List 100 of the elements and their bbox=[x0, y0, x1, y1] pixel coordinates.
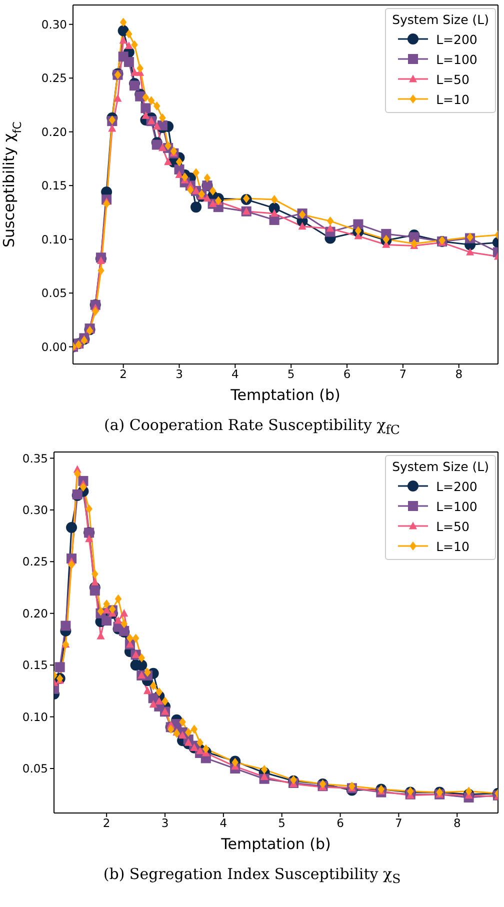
point bbox=[142, 111, 150, 119]
point bbox=[130, 80, 140, 91]
point bbox=[290, 775, 297, 784]
point bbox=[103, 600, 110, 609]
y-tick-label: 0.05 bbox=[22, 762, 48, 776]
legend-label: L=10 bbox=[436, 92, 470, 106]
point bbox=[114, 94, 122, 102]
point bbox=[260, 765, 268, 774]
point bbox=[158, 144, 166, 152]
y-tick-label: 0.30 bbox=[41, 17, 67, 32]
point bbox=[124, 56, 134, 67]
point bbox=[103, 199, 110, 208]
x-tick-label: 7 bbox=[395, 816, 402, 830]
point bbox=[184, 728, 192, 737]
y-tick-label: 0.20 bbox=[22, 606, 48, 620]
point bbox=[152, 122, 161, 130]
point bbox=[124, 41, 133, 50]
point bbox=[196, 746, 204, 754]
x-axis-title: Temptation (b) bbox=[220, 835, 331, 853]
point bbox=[164, 158, 172, 166]
x-tick-label: 2 bbox=[102, 816, 110, 830]
point bbox=[119, 36, 128, 44]
y-tick-label: 0.15 bbox=[22, 658, 48, 672]
point bbox=[156, 687, 163, 696]
point bbox=[326, 224, 334, 232]
point bbox=[120, 18, 127, 27]
point bbox=[80, 482, 87, 492]
point bbox=[136, 64, 144, 73]
point bbox=[232, 758, 238, 767]
point bbox=[132, 634, 140, 643]
text: (a) Cooperation Rate Susceptibility χ$_{fC}$ bbox=[103, 416, 401, 437]
point bbox=[159, 113, 166, 122]
y-tick-label: 0.30 bbox=[22, 503, 48, 518]
point bbox=[108, 124, 116, 132]
legend-label: L=200 bbox=[436, 32, 478, 46]
point bbox=[175, 170, 184, 178]
point bbox=[155, 696, 164, 704]
point bbox=[192, 168, 200, 178]
point bbox=[74, 469, 81, 478]
point bbox=[92, 306, 99, 316]
x-axis-title: Temptation (b) bbox=[230, 386, 340, 404]
point bbox=[154, 102, 160, 111]
point bbox=[135, 91, 146, 102]
text: (b) Segregation Index Susceptibility χ$_{S}$ bbox=[102, 865, 402, 886]
legend-label: L=200 bbox=[436, 478, 478, 494]
point bbox=[114, 616, 122, 624]
point bbox=[190, 202, 202, 213]
x-tick-label: 8 bbox=[455, 367, 463, 382]
point bbox=[181, 172, 188, 182]
point bbox=[114, 594, 122, 604]
point bbox=[176, 157, 183, 166]
y-tick-label: 0.20 bbox=[41, 124, 67, 139]
legend-title: System Size (L) bbox=[392, 459, 489, 474]
point bbox=[164, 141, 172, 150]
point bbox=[85, 534, 94, 542]
x-tick-label: 6 bbox=[336, 816, 344, 830]
point bbox=[202, 744, 210, 754]
point bbox=[92, 570, 98, 579]
x-tick-label: 7 bbox=[399, 367, 407, 382]
point bbox=[90, 586, 100, 596]
point bbox=[465, 786, 472, 796]
point bbox=[190, 724, 198, 734]
point bbox=[179, 717, 186, 726]
point bbox=[126, 30, 132, 39]
y-tick-label: 0.10 bbox=[22, 710, 48, 724]
point bbox=[270, 209, 278, 217]
point bbox=[326, 216, 334, 226]
y-tick-label: 0.25 bbox=[41, 71, 67, 86]
point bbox=[152, 140, 162, 150]
point bbox=[142, 92, 150, 102]
point bbox=[209, 186, 216, 196]
y-tick-label: 0.10 bbox=[41, 232, 67, 246]
point bbox=[140, 103, 151, 114]
legend-title: System Size (L) bbox=[392, 12, 489, 27]
point bbox=[298, 222, 306, 230]
point bbox=[86, 504, 92, 514]
point bbox=[184, 738, 192, 746]
x-tick-label: 5 bbox=[278, 816, 286, 830]
legend-label: L=100 bbox=[436, 52, 478, 66]
point bbox=[68, 560, 75, 570]
point bbox=[187, 185, 194, 194]
legend-label: L=100 bbox=[436, 498, 478, 514]
y-tick-label: 0.05 bbox=[41, 286, 67, 300]
point bbox=[120, 608, 128, 617]
x-tick-label: 6 bbox=[343, 367, 351, 382]
x-tick-label: 3 bbox=[161, 816, 169, 830]
point bbox=[162, 696, 168, 706]
point bbox=[150, 681, 157, 690]
point bbox=[131, 40, 138, 50]
point bbox=[242, 194, 250, 203]
point bbox=[98, 266, 104, 275]
point bbox=[270, 195, 278, 204]
point bbox=[204, 174, 211, 183]
point bbox=[409, 232, 420, 242]
x-tick-label: 3 bbox=[176, 367, 183, 382]
y-tick-label: 0.00 bbox=[41, 340, 67, 354]
x-tick-label: 5 bbox=[287, 367, 295, 382]
legend-label: L=50 bbox=[436, 72, 470, 86]
x-tick-label: 4 bbox=[232, 367, 239, 382]
point bbox=[60, 620, 71, 631]
